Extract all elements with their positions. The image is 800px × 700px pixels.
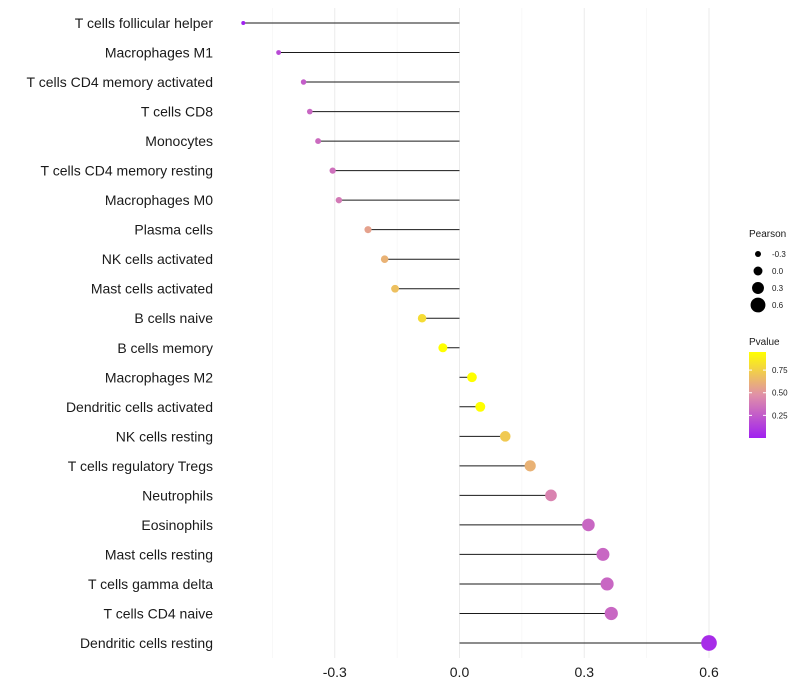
category-label: T cells CD4 memory resting <box>41 163 213 179</box>
category-label: Dendritic cells activated <box>66 399 213 415</box>
category-label: Mast cells activated <box>91 281 213 297</box>
pvalue-colorbar <box>749 352 766 438</box>
pearson-legend: Pearson -0.3 0.0 0.3 0.6 <box>749 229 786 313</box>
x-tick-label: 0.3 <box>575 664 595 680</box>
pvalue-legend: Pvalue 0.75 0.50 0.25 <box>749 337 788 438</box>
category-label: T cells follicular helper <box>75 15 214 31</box>
category-label: Macrophages M2 <box>105 369 213 385</box>
data-point <box>467 372 477 383</box>
data-point <box>524 460 536 472</box>
x-axis: -0.3 0.0 0.3 0.6 <box>323 664 719 680</box>
x-tick-label: 0.6 <box>699 664 719 680</box>
category-label: B cells naive <box>134 310 213 326</box>
category-label: T cells regulatory Tregs <box>68 458 213 474</box>
pearson-legend-label: 0.0 <box>772 267 784 276</box>
pearson-legend-label: 0.3 <box>772 284 784 293</box>
stem-layer <box>243 22 709 644</box>
category-label: Dendritic cells resting <box>80 635 213 651</box>
category-axis: T cells follicular helper Macrophages M1 T… <box>27 15 214 651</box>
data-point <box>276 50 282 55</box>
category-label: Neutrophils <box>142 487 213 503</box>
data-point <box>306 108 313 115</box>
data-point <box>499 431 511 442</box>
data-point <box>582 518 595 532</box>
point-layer <box>241 21 717 651</box>
pearson-legend-key <box>752 282 764 294</box>
x-tick-label: 0.0 <box>450 664 470 680</box>
data-point <box>300 79 307 85</box>
pvalue-legend-label: 0.25 <box>772 411 788 420</box>
category-label: Mast cells resting <box>105 546 213 562</box>
category-label: NK cells resting <box>116 428 213 444</box>
data-point <box>380 255 389 263</box>
pearson-legend-label: 0.6 <box>772 301 784 310</box>
data-point <box>335 196 343 204</box>
data-point <box>475 401 486 412</box>
category-label: Macrophages M0 <box>105 192 213 208</box>
data-point <box>241 21 246 25</box>
data-point <box>417 313 427 323</box>
data-point <box>364 226 372 234</box>
category-label: Plasma cells <box>134 222 213 238</box>
pvalue-legend-label: 0.50 <box>772 389 788 398</box>
data-point <box>545 489 557 502</box>
pearson-legend-key <box>750 297 766 313</box>
data-point <box>604 606 618 621</box>
pvalue-legend-title: Pvalue <box>749 337 780 348</box>
grid-layer <box>272 8 710 658</box>
category-label: NK cells activated <box>102 251 213 267</box>
data-point <box>596 547 610 561</box>
category-label: T cells CD4 naive <box>104 605 214 621</box>
category-label: T cells CD4 memory activated <box>27 74 213 90</box>
category-label: T cells gamma delta <box>88 576 213 592</box>
category-label: Monocytes <box>145 133 213 149</box>
category-label: Eosinophils <box>141 517 213 533</box>
pearson-legend-title: Pearson <box>749 229 786 240</box>
pearson-legend-key <box>755 251 761 257</box>
data-point <box>315 138 322 145</box>
data-point <box>701 635 717 651</box>
data-point <box>438 343 448 353</box>
category-label: B cells memory <box>117 340 213 356</box>
data-point <box>600 577 614 591</box>
pearson-legend-key <box>753 266 763 276</box>
x-tick-label: -0.3 <box>323 664 347 680</box>
pearson-legend-label: -0.3 <box>772 250 786 259</box>
data-point <box>391 284 399 293</box>
pvalue-legend-label: 0.75 <box>772 366 788 375</box>
data-point <box>329 167 336 174</box>
category-label: Macrophages M1 <box>105 45 213 61</box>
category-label: T cells CD8 <box>141 104 213 120</box>
